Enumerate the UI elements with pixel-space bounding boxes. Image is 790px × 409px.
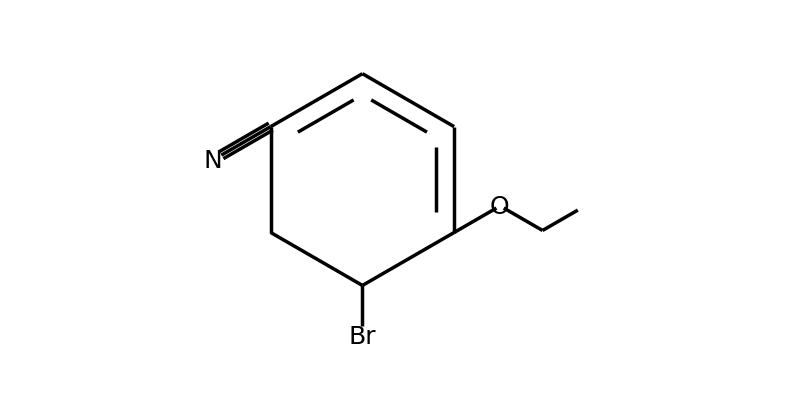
Text: N: N [203,149,222,173]
Text: O: O [490,195,510,219]
Text: Br: Br [348,325,376,348]
